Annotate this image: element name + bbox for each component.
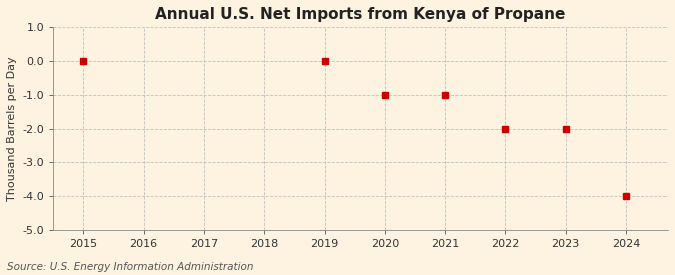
Text: Source: U.S. Energy Information Administration: Source: U.S. Energy Information Administ… — [7, 262, 253, 272]
Title: Annual U.S. Net Imports from Kenya of Propane: Annual U.S. Net Imports from Kenya of Pr… — [155, 7, 566, 22]
Y-axis label: Thousand Barrels per Day: Thousand Barrels per Day — [7, 56, 17, 201]
